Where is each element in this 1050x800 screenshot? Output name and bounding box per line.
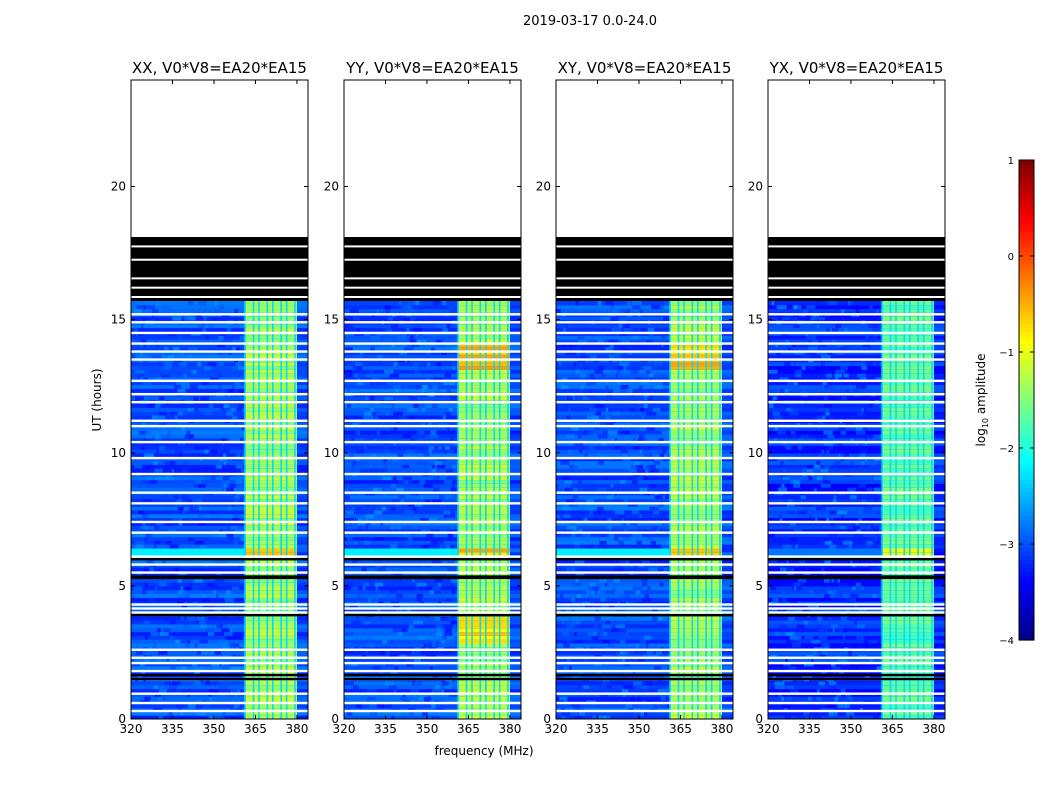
y-tick-label: 20 — [324, 180, 339, 194]
panel-yy: YY, V0*V8=EA20*EA15 320 335 350 365 380 0 5 10 15… — [324, 59, 522, 736]
y-tick-label: 20 — [111, 180, 126, 194]
y-tick-label: 10 — [536, 446, 551, 460]
x-tick-label: 365 — [669, 722, 692, 736]
colorbar-tick-label: −2 — [999, 444, 1014, 455]
y-tick-label: 0 — [755, 712, 763, 726]
y-tick-label: 0 — [331, 712, 339, 726]
x-tick-label: 335 — [161, 722, 184, 736]
x-tick-label: 350 — [203, 722, 226, 736]
y-tick-label: 15 — [324, 313, 339, 327]
x-tick-label: 365 — [244, 722, 267, 736]
y-axis-label: UT (hours) — [90, 368, 104, 431]
x-tick-label: 335 — [374, 722, 397, 736]
y-tick-label: 15 — [536, 313, 551, 327]
y-tick-label: 0 — [118, 712, 126, 726]
panel-yx: YX, V0*V8=EA20*EA15 320 335 350 365 380 0 5 10 15… — [748, 59, 946, 736]
x-tick-label: 365 — [881, 722, 904, 736]
colorbar-tick-label: −4 — [999, 636, 1014, 647]
y-tick-label: 20 — [536, 180, 551, 194]
x-tick-label: 335 — [798, 722, 821, 736]
x-tick-label: 335 — [586, 722, 609, 736]
y-tick-label: 5 — [331, 579, 339, 593]
x-tick-label: 350 — [840, 722, 863, 736]
y-tick-label: 15 — [111, 313, 126, 327]
panel-title: YX, V0*V8=EA20*EA15 — [769, 59, 944, 77]
y-tick-label: 0 — [543, 712, 551, 726]
y-tick-label: 20 — [748, 180, 763, 194]
x-axis-label: frequency (MHz) — [434, 744, 533, 758]
colorbar-tick-label: 1 — [1008, 156, 1014, 167]
x-tick-label: 350 — [416, 722, 439, 736]
panel-xx: XX, V0*V8=EA20*EA15 320 335 350 365 380 0 5 10 15… — [111, 59, 309, 736]
x-tick-label: 365 — [457, 722, 480, 736]
x-tick-label: 380 — [285, 722, 308, 736]
x-tick-label: 350 — [628, 722, 651, 736]
colorbar-tick-label: −3 — [999, 540, 1014, 551]
x-tick-label: 380 — [922, 722, 945, 736]
panel-title: YY, V0*V8=EA20*EA15 — [345, 59, 519, 77]
y-tick-label: 10 — [748, 446, 763, 460]
panel-xy: XY, V0*V8=EA20*EA15 320 335 350 365 380 0 5 10 15… — [536, 59, 734, 736]
y-tick-label: 5 — [755, 579, 763, 593]
y-tick-label: 10 — [324, 446, 339, 460]
panel-title: XX, V0*V8=EA20*EA15 — [132, 59, 307, 77]
colorbar-label: log10 amplitude — [974, 354, 990, 447]
y-tick-label: 5 — [118, 579, 126, 593]
x-tick-label: 320 — [757, 722, 780, 736]
panel-title: XY, V0*V8=EA20*EA15 — [558, 59, 732, 77]
colorbar-tick-label: −1 — [999, 348, 1014, 359]
y-tick-label: 10 — [111, 446, 126, 460]
x-tick-label: 380 — [710, 722, 733, 736]
x-tick-label: 320 — [545, 722, 568, 736]
figure-title: 2019-03-17 0.0-24.0 — [523, 14, 657, 29]
y-tick-label: 5 — [543, 579, 551, 593]
y-tick-label: 15 — [748, 313, 763, 327]
x-tick-label: 380 — [498, 722, 521, 736]
colorbar: 1 0 −1 −2 −3 −4 — [999, 156, 1035, 647]
colorbar-tick-label: 0 — [1008, 252, 1014, 263]
x-tick-label: 320 — [333, 722, 356, 736]
x-tick-label: 320 — [120, 722, 143, 736]
